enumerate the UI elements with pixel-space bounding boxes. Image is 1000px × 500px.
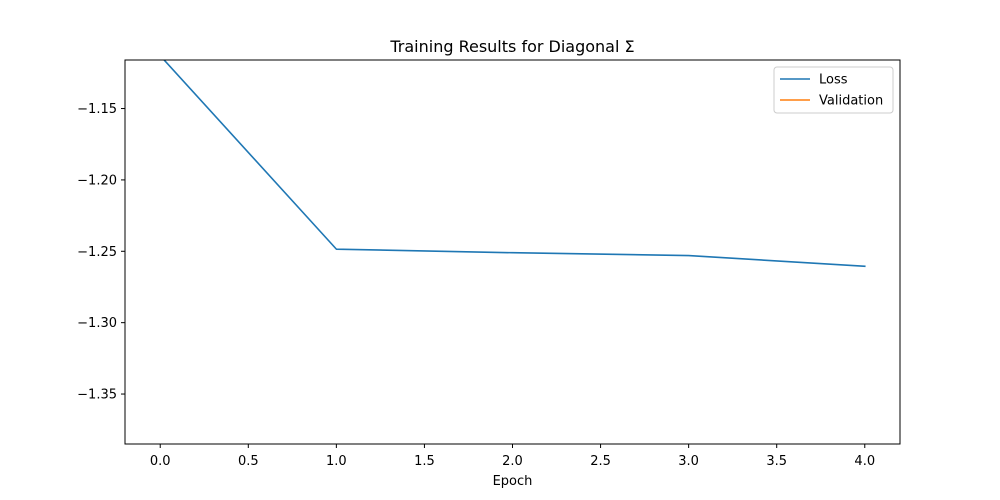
y-axis: −1.15 −1.20 −1.25 −1.30 −1.35 — [77, 102, 125, 403]
x-tick-label: 4.0 — [854, 454, 875, 469]
series-line-loss — [163, 60, 866, 268]
y-tick-label: −1.25 — [77, 245, 117, 260]
y-tick-label: −1.30 — [77, 316, 117, 331]
x-axis-label: Epoch — [493, 474, 533, 489]
x-tick-label: 1.0 — [326, 454, 347, 469]
chart-title: Training Results for Diagonal Σ — [389, 37, 634, 56]
y-tick-label: −1.20 — [77, 173, 117, 188]
legend: Loss Validation — [773, 66, 894, 114]
legend-label: Loss — [819, 73, 848, 88]
legend-label: Validation — [819, 94, 883, 109]
x-tick-label: 1.5 — [414, 454, 435, 469]
y-tick-label: −1.35 — [77, 388, 117, 403]
x-tick-label: 3.5 — [766, 454, 787, 469]
x-tick-label: 2.5 — [590, 454, 611, 469]
x-axis: 0.0 0.5 1.0 1.5 2.0 2.5 3.0 3.5 4.0 — [150, 444, 875, 469]
x-tick-label: 3.0 — [678, 454, 699, 469]
x-tick-label: 0.5 — [238, 454, 259, 469]
x-tick-label: 2.0 — [502, 454, 523, 469]
y-tick-label: −1.15 — [77, 102, 117, 117]
series-layer — [163, 60, 866, 268]
x-tick-label: 0.0 — [150, 454, 171, 469]
